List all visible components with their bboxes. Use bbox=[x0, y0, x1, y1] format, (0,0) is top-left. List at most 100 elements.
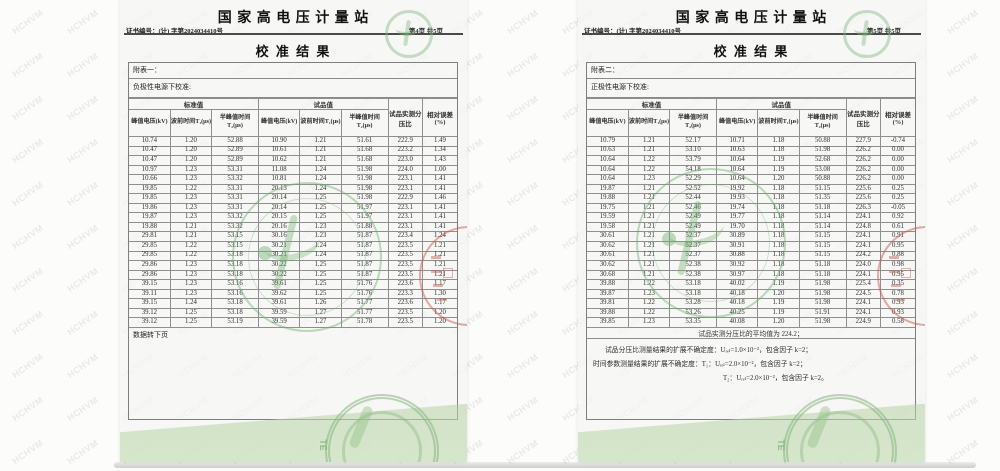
table-row: 10.74 1.20 52.88 10.90 1.21 51.61 222.9 1.49 bbox=[129, 136, 457, 147]
table-cell: 1.43 bbox=[421, 155, 457, 166]
table-cell: 1.49 bbox=[421, 136, 457, 147]
watermark-text: HCHVM bbox=[10, 136, 45, 165]
table-row: 10.64 1.22 53.79 10.64 1.19 52.68 226.2 0.00 bbox=[587, 155, 915, 166]
watermark-text: HCHVM bbox=[65, 179, 100, 208]
table-cell: 53.32 bbox=[211, 174, 260, 185]
header-half-peak-time: 半峰值时间T₂(μs) bbox=[340, 109, 389, 137]
watermark-text: HCHVM bbox=[945, 308, 980, 337]
certificate-number: 证书编号：(计) 字第2024034410号 bbox=[126, 28, 223, 35]
table-cell: 223.0 bbox=[387, 155, 423, 166]
table-row: 10.47 1.20 52.89 10.62 1.21 51.68 223.0 1.43 bbox=[129, 155, 457, 166]
uncertainty-note-line: 试品分压比测量结果的扩展不确定度：Uᵣₑₗ=1.0×10⁻²，包含因子 k=2； bbox=[605, 346, 813, 354]
calibration-table: 标准值 试品值 试品实测分压比 相对误差(%) 峰值电压(kV) 波前时间T₁(… bbox=[587, 98, 915, 339]
table-cell: 1.20 bbox=[169, 155, 213, 166]
table-cell: 51.68 bbox=[340, 155, 389, 166]
table-cell: 11.08 bbox=[258, 164, 301, 176]
table-cell: 222.9 bbox=[387, 193, 423, 204]
table-cell: 1.21 bbox=[169, 231, 213, 242]
table-cell: 52.89 bbox=[211, 145, 260, 157]
table-cell: 53.18 bbox=[211, 307, 260, 319]
table-cell: 53.10 bbox=[669, 145, 718, 157]
table-cell: 224.9 bbox=[845, 317, 881, 328]
table-cell: 39.12 bbox=[129, 317, 171, 328]
group-header-standard: 标准值 bbox=[129, 98, 260, 110]
table-cell: 29.85 bbox=[129, 241, 171, 252]
table-cell: 223.3 bbox=[387, 288, 423, 300]
table-cell: 1.21 bbox=[627, 136, 671, 147]
watermark-text: HCHVM bbox=[10, 351, 45, 380]
average-ratio-note: 试品实测分压比的平均值为 224.2； bbox=[587, 326, 915, 339]
table-cell: 53.08 bbox=[798, 164, 847, 176]
page-title: 国 家 高 电 压 计 量 站 bbox=[217, 11, 370, 26]
table-cell: 223.1 bbox=[387, 202, 423, 214]
table-cell: 1.22 bbox=[169, 250, 213, 262]
table-cell: 10.74 bbox=[129, 136, 171, 147]
table-cell: 50.88 bbox=[798, 136, 847, 147]
corner-seal-icon bbox=[385, 10, 433, 58]
table-cell: 51.61 bbox=[340, 136, 389, 147]
table-cell: 10.47 bbox=[129, 155, 171, 166]
table-cell: 51.14 bbox=[798, 221, 847, 233]
watermark-text: HCHVM bbox=[945, 7, 980, 36]
table-cell: 1.41 bbox=[421, 202, 457, 214]
table-cell: 10.71 bbox=[716, 136, 759, 147]
table-cell: 1.19 bbox=[757, 155, 800, 166]
watermark-text: HCHVM bbox=[945, 136, 980, 165]
table-cell: 10.63 bbox=[587, 145, 629, 157]
table-cell: 223.6 bbox=[387, 279, 423, 290]
table-cell: 53.35 bbox=[669, 317, 718, 328]
table-cell: 226.2 bbox=[845, 145, 881, 157]
watermark-text: HCHVM bbox=[505, 136, 540, 165]
table-cell: 224.2 bbox=[845, 250, 881, 262]
table-cell: 223.1 bbox=[387, 212, 423, 223]
watermark-text: HCHVM bbox=[505, 308, 540, 337]
table-row: 39.88 1.22 53.26 40.25 1.19 51.91 224.1 0.93 bbox=[587, 307, 915, 319]
scan-edge-strip bbox=[114, 462, 976, 468]
certificate-number: 证书编号：(计) 字第2024034410号 bbox=[584, 28, 681, 35]
table-cell: 1.34 bbox=[421, 145, 457, 157]
table-cell: 1.24 bbox=[299, 164, 342, 176]
table-cell: 226.3 bbox=[845, 202, 881, 214]
header-error: 相对误差(%) bbox=[879, 98, 915, 137]
table-cell: 51.18 bbox=[798, 260, 847, 271]
table-cell: 223.5 bbox=[387, 317, 423, 328]
watermark-text: HCHVM bbox=[65, 351, 100, 380]
watermark-text: HCHVM bbox=[505, 394, 540, 423]
table-cell: 1.21 bbox=[299, 136, 342, 147]
watermark-text: HCHVM bbox=[505, 179, 540, 208]
section-heading: 校 准 结 果 bbox=[255, 44, 332, 59]
watermark-text: HCHVM bbox=[505, 265, 540, 294]
table-cell: -0.05 bbox=[879, 202, 915, 214]
table-cell: 51.18 bbox=[798, 202, 847, 214]
table-cell: 1.46 bbox=[421, 193, 457, 204]
table-cell: 224.1 bbox=[845, 231, 881, 242]
table-row: 10.97 1.23 53.31 11.08 1.24 51.98 224.0 1.00 bbox=[129, 164, 457, 176]
table-cell: 39.11 bbox=[129, 288, 171, 300]
watermark-text: HCHVM bbox=[10, 265, 45, 294]
table-cell: 224.1 bbox=[845, 241, 881, 252]
table-cell: 1.25 bbox=[169, 317, 213, 328]
table-cell: 1.20 bbox=[169, 145, 213, 157]
table-cell: 51.15 bbox=[798, 231, 847, 242]
table-cell: 29.86 bbox=[129, 260, 171, 271]
table-cell: 30.62 bbox=[587, 241, 629, 252]
table-row: 10.64 1.22 54.18 10.64 1.19 53.08 226.2 0.00 bbox=[587, 164, 915, 176]
table-cell: 1.20 bbox=[757, 174, 800, 185]
table-cell: 51.35 bbox=[798, 193, 847, 204]
table-cell: 224.1 bbox=[845, 269, 881, 281]
table-cell: 29.86 bbox=[129, 269, 171, 281]
table-cell: 1.20 bbox=[421, 317, 457, 328]
table-cell: 51.15 bbox=[798, 250, 847, 262]
table-cell: 10.61 bbox=[258, 145, 301, 157]
emblem-letters: TE bbox=[318, 439, 329, 451]
table-cell: 10.64 bbox=[587, 155, 629, 166]
table-row: 39.85 1.23 53.35 40.08 1.20 51.98 224.9 0.58 bbox=[587, 317, 915, 328]
group-header-standard: 标准值 bbox=[587, 98, 718, 110]
table-cell: 224.1 bbox=[845, 212, 881, 223]
watermark-text: HCHVM bbox=[10, 7, 45, 36]
watermark-text: HCHVM bbox=[65, 7, 100, 36]
header-half-peak-time: 半峰值时间T₂(μs) bbox=[669, 109, 718, 137]
page-title: 国 家 高 电 压 计 量 站 bbox=[675, 11, 828, 26]
table-cell: 53.31 bbox=[211, 183, 260, 195]
table-cell: 1.41 bbox=[421, 212, 457, 223]
